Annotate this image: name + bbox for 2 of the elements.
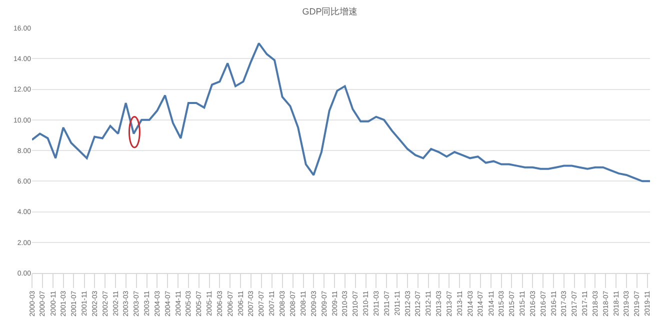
line-series [32, 42, 650, 182]
chart-title: GDP同比增速 [302, 6, 358, 16]
